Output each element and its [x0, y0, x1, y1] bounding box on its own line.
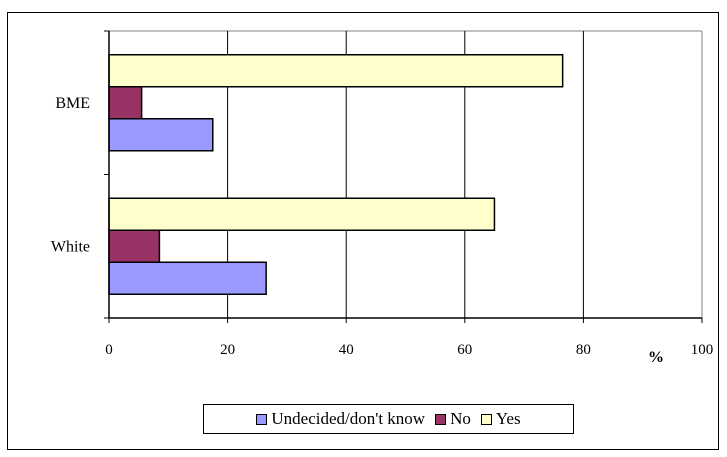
legend-label-undecided: Undecided/don't know [271, 409, 426, 428]
x-tick-label-2: 40 [339, 342, 354, 358]
x-tick-label-1: 20 [220, 342, 235, 358]
category-label-0: BME [55, 95, 90, 112]
legend-swatch-yes [480, 413, 492, 425]
bar-white-2 [108, 197, 496, 231]
category-label-1: White [51, 238, 90, 255]
bar-white-1 [108, 229, 161, 263]
legend-item-no: No [435, 409, 471, 429]
x-tick-label-3: 60 [457, 342, 472, 358]
legend: Undecided/don't know No Yes [203, 404, 574, 434]
bar-bme-0 [108, 118, 214, 152]
x-tick-label-4: 80 [576, 342, 591, 358]
x-tick-label-5: 100 [691, 342, 714, 358]
legend-label-yes: Yes [495, 409, 521, 428]
x-tick-label-0: 0 [105, 342, 113, 358]
legend-item-undecided: Undecided/don't know [256, 409, 425, 429]
legend-swatch-undecided [256, 413, 268, 425]
axes [104, 30, 703, 323]
legend-label-no: No [450, 409, 471, 428]
legend-swatch-no [435, 413, 447, 425]
bar-bme-2 [108, 54, 564, 88]
bars [108, 54, 564, 295]
bar-white-0 [108, 261, 267, 295]
labels: BME White 0 20 40 60 80 100% [51, 95, 713, 366]
bar-bme-1 [108, 86, 143, 120]
legend-item-yes: Yes [480, 409, 521, 429]
x-axis-unit-label: % [648, 349, 664, 366]
